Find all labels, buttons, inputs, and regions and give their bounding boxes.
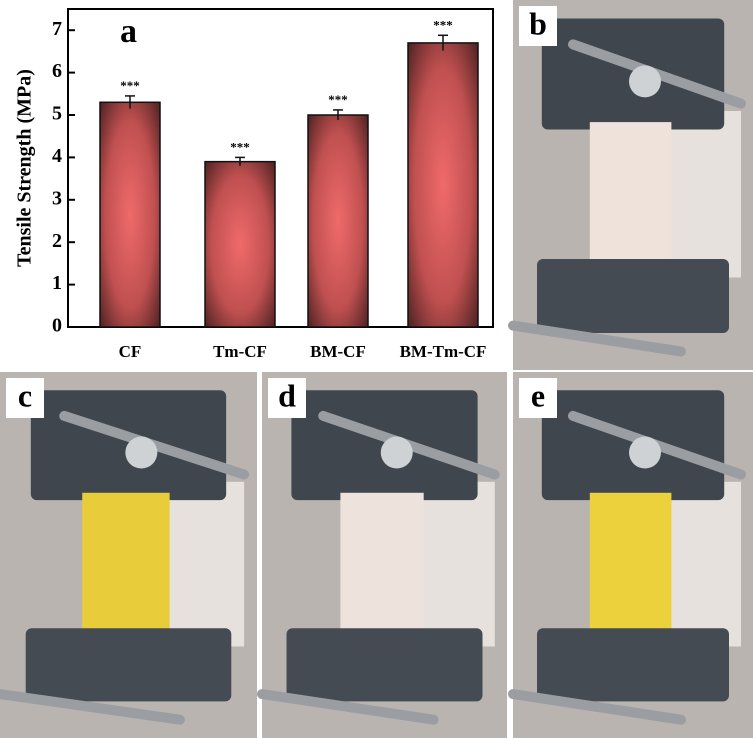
bar <box>408 43 478 327</box>
panel-label: c <box>18 377 32 413</box>
panel-label: a <box>120 13 137 50</box>
handle-knob <box>381 437 413 469</box>
y-tick-label: 6 <box>52 60 62 82</box>
y-axis-label: Tensile Strength (MPa) <box>14 69 36 267</box>
chart-panel: a Tensile Strength (MPa) 0 1 2 3 4 5 6 7 CF *** Tm… <box>14 9 493 361</box>
y-tick-label: 4 <box>52 145 62 167</box>
bar <box>100 102 160 327</box>
specimen <box>82 493 169 632</box>
y-tick-label: 5 <box>52 103 62 125</box>
x-tick-label: BM-Tm-CF <box>400 342 487 361</box>
handle-knob <box>125 437 157 469</box>
bar <box>308 115 368 327</box>
significance-mark: *** <box>120 78 140 93</box>
lower-grip <box>26 628 232 701</box>
y-tick-label: 0 <box>52 315 62 337</box>
panel-label: d <box>278 377 296 413</box>
y-tick-label: 3 <box>52 187 62 209</box>
x-tick-label: BM-CF <box>310 342 366 361</box>
page: a Tensile Strength (MPa) 0 1 2 3 4 5 6 7 CF *** Tm… <box>0 0 753 738</box>
significance-mark: *** <box>433 17 453 32</box>
lower-grip <box>537 628 729 701</box>
y-tick-label: 2 <box>52 230 62 252</box>
handle-knob <box>629 65 661 97</box>
specimen <box>590 493 672 632</box>
bar <box>205 162 275 327</box>
y-tick-label: 7 <box>52 18 62 40</box>
specimen <box>340 493 423 632</box>
panel-label: b <box>529 5 547 41</box>
handle-knob <box>629 437 661 469</box>
panel-label: e <box>531 377 545 413</box>
x-tick-label: CF <box>119 342 142 361</box>
significance-mark: *** <box>328 92 348 107</box>
y-tick-label: 1 <box>52 272 62 294</box>
specimen <box>590 122 672 263</box>
x-tick-label: Tm-CF <box>213 342 267 361</box>
significance-mark: *** <box>230 139 250 154</box>
lower-grip <box>537 259 729 333</box>
lower-grip <box>287 628 483 701</box>
figure: a Tensile Strength (MPa) 0 1 2 3 4 5 6 7 CF *** Tm… <box>0 0 753 738</box>
